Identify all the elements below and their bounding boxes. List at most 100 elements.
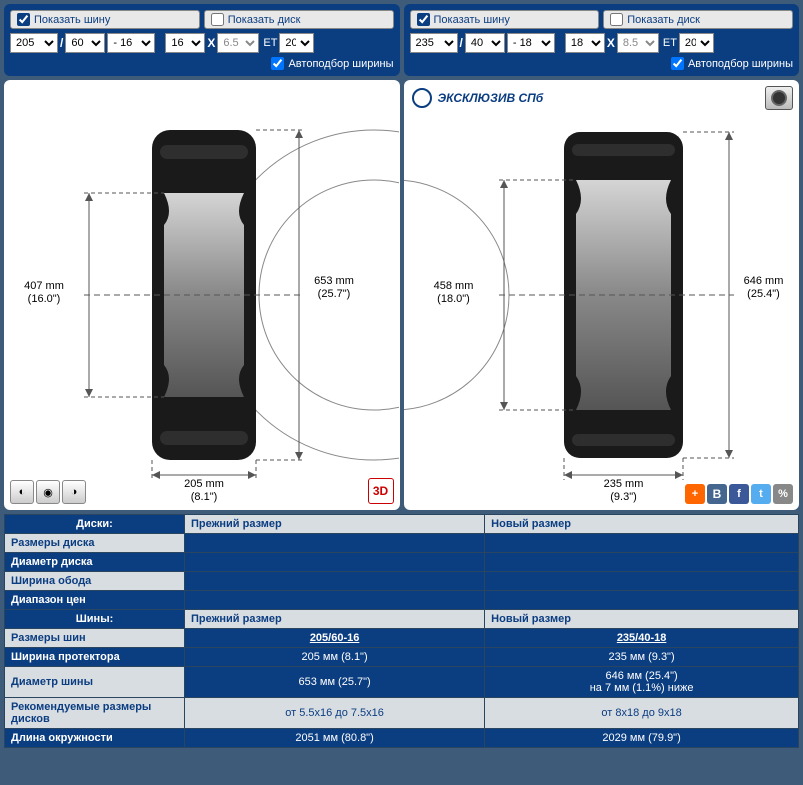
table-row: Размеры шин 205/60-16 235/40-18	[5, 629, 799, 648]
cell	[485, 572, 799, 591]
cell	[185, 572, 485, 591]
table-row: Шины: Прежний размер Новый размер	[5, 610, 799, 629]
cell	[485, 591, 799, 610]
cell: 205 мм (8.1")	[185, 648, 485, 667]
control-panel-right: Показать шину Показать диск 235 / 40 - 1…	[404, 4, 800, 76]
view-icon-1[interactable]: ◐	[10, 480, 34, 504]
view-icon-2[interactable]: ◉	[36, 480, 60, 504]
show-tire-label: Показать шину	[434, 14, 510, 26]
inner-diameter-label: 407 mm(16.0")	[14, 280, 74, 306]
row-label: Размеры шин	[5, 629, 185, 648]
tire-aspect-select-left[interactable]: 60	[65, 33, 105, 53]
cell	[185, 534, 485, 553]
cell: 235 мм (9.3")	[485, 648, 799, 667]
col-new: Новый размер	[485, 610, 799, 629]
row-label: Диаметр шины	[5, 667, 185, 698]
table-row: Диски: Прежний размер Новый размер	[5, 515, 799, 534]
show-disc-checkbox[interactable]	[610, 13, 623, 26]
3d-button[interactable]: 3D	[368, 478, 394, 504]
cell: от 8x18 до 9x18	[485, 698, 799, 729]
cell: 653 мм (25.7")	[185, 667, 485, 698]
auto-width-label: Автоподбор ширины	[288, 58, 393, 70]
et-select-right[interactable]: 20	[679, 33, 714, 53]
et-label: ET	[263, 37, 277, 49]
tire-rim-select-left[interactable]: - 16	[107, 33, 155, 53]
cell: 2029 мм (79.9")	[485, 729, 799, 748]
disc-width-select-right[interactable]: 8.5	[617, 33, 659, 53]
link-icon[interactable]: %	[773, 484, 793, 504]
sep-x: X	[607, 36, 615, 50]
facebook-icon[interactable]: f	[729, 484, 749, 504]
sep-x: X	[207, 36, 215, 50]
tire-width-select-left[interactable]: 205	[10, 33, 58, 53]
show-tire-check-left[interactable]: Показать шину	[10, 10, 200, 29]
vk-icon[interactable]: B	[707, 484, 727, 504]
cell: 2051 мм (80.8")	[185, 729, 485, 748]
tire-width-select-right[interactable]: 235	[410, 33, 458, 53]
cell: 646 мм (25.4")на 7 мм (1.1%) ниже	[485, 667, 799, 698]
width-label: 205 mm(8.1")	[164, 478, 244, 504]
view-buttons: ◐ ◉ ◑	[10, 480, 86, 504]
cell: от 5.5x16 до 7.5x16	[185, 698, 485, 729]
tire-size-link-prev[interactable]: 205/60-16	[310, 632, 360, 644]
comparison-table: Диски: Прежний размер Новый размер Разме…	[4, 514, 799, 748]
sep-slash: /	[460, 36, 463, 50]
show-tire-check-right[interactable]: Показать шину	[410, 10, 600, 29]
auto-width-checkbox-left[interactable]	[271, 57, 284, 70]
sep-slash: /	[60, 36, 63, 50]
show-disc-check-left[interactable]: Показать диск	[204, 10, 394, 29]
cell	[185, 553, 485, 572]
et-label: ET	[663, 37, 677, 49]
table-row: Диапазон цен	[5, 591, 799, 610]
tire-rim-select-right[interactable]: - 18	[507, 33, 555, 53]
outer-diameter-label-r: 646 mm(25.4")	[734, 275, 794, 301]
et-select-left[interactable]: 20	[279, 33, 314, 53]
disc-diam-select-right[interactable]: 18	[565, 33, 605, 53]
row-label: Рекомендуемые размеры дисков	[5, 698, 185, 729]
table-row: Ширина протектора 205 мм (8.1") 235 мм (…	[5, 648, 799, 667]
auto-width-checkbox-right[interactable]	[671, 57, 684, 70]
show-tire-label: Показать шину	[34, 14, 110, 26]
disc-diam-select-left[interactable]: 16	[165, 33, 205, 53]
table-row: Ширина обода	[5, 572, 799, 591]
show-tire-checkbox[interactable]	[17, 13, 30, 26]
row-label: Диаметр диска	[5, 553, 185, 572]
row-label: Длина окружности	[5, 729, 185, 748]
mid-diameter-label: 458 mm(18.0")	[424, 280, 484, 306]
show-disc-check-right[interactable]: Показать диск	[603, 10, 793, 29]
twitter-icon[interactable]: t	[751, 484, 771, 504]
col-prev: Прежний размер	[185, 610, 485, 629]
share-plus-icon[interactable]: +	[685, 484, 705, 504]
table-row: Размеры диска	[5, 534, 799, 553]
section-discs: Диски:	[5, 515, 185, 534]
cell	[485, 534, 799, 553]
control-panel-left: Показать шину Показать диск 205 / 60 - 1…	[4, 4, 400, 76]
outer-diameter-label: 653 mm(25.7")	[304, 275, 364, 301]
col-prev: Прежний размер	[185, 515, 485, 534]
diagram-right: ЭКСКЛЮЗИВ СПб	[404, 80, 800, 510]
width-label-r: 235 mm(9.3")	[584, 478, 664, 504]
table-row: Диаметр шины 653 мм (25.7") 646 мм (25.4…	[5, 667, 799, 698]
cell	[185, 591, 485, 610]
diagrams-row: 407 mm(16.0") 653 mm(25.7") 205 mm(8.1")…	[0, 80, 803, 514]
show-disc-label: Показать диск	[627, 14, 700, 26]
cell: 235/40-18	[485, 629, 799, 648]
tire-aspect-select-right[interactable]: 40	[465, 33, 505, 53]
cell	[485, 553, 799, 572]
col-new: Новый размер	[485, 515, 799, 534]
show-disc-label: Показать диск	[228, 14, 301, 26]
tire-size-link-new[interactable]: 235/40-18	[617, 632, 667, 644]
row-label: Ширина протектора	[5, 648, 185, 667]
disc-width-select-left[interactable]: 6.5	[217, 33, 259, 53]
view-icon-3[interactable]: ◑	[62, 480, 86, 504]
section-tires: Шины:	[5, 610, 185, 629]
row-label: Ширина обода	[5, 572, 185, 591]
top-controls: Показать шину Показать диск 205 / 60 - 1…	[0, 0, 803, 80]
auto-width-label: Автоподбор ширины	[688, 58, 793, 70]
row-label: Диапазон цен	[5, 591, 185, 610]
table-row: Диаметр диска	[5, 553, 799, 572]
show-disc-checkbox[interactable]	[211, 13, 224, 26]
show-tire-checkbox[interactable]	[417, 13, 430, 26]
table-row: Длина окружности 2051 мм (80.8") 2029 мм…	[5, 729, 799, 748]
cell: 205/60-16	[185, 629, 485, 648]
